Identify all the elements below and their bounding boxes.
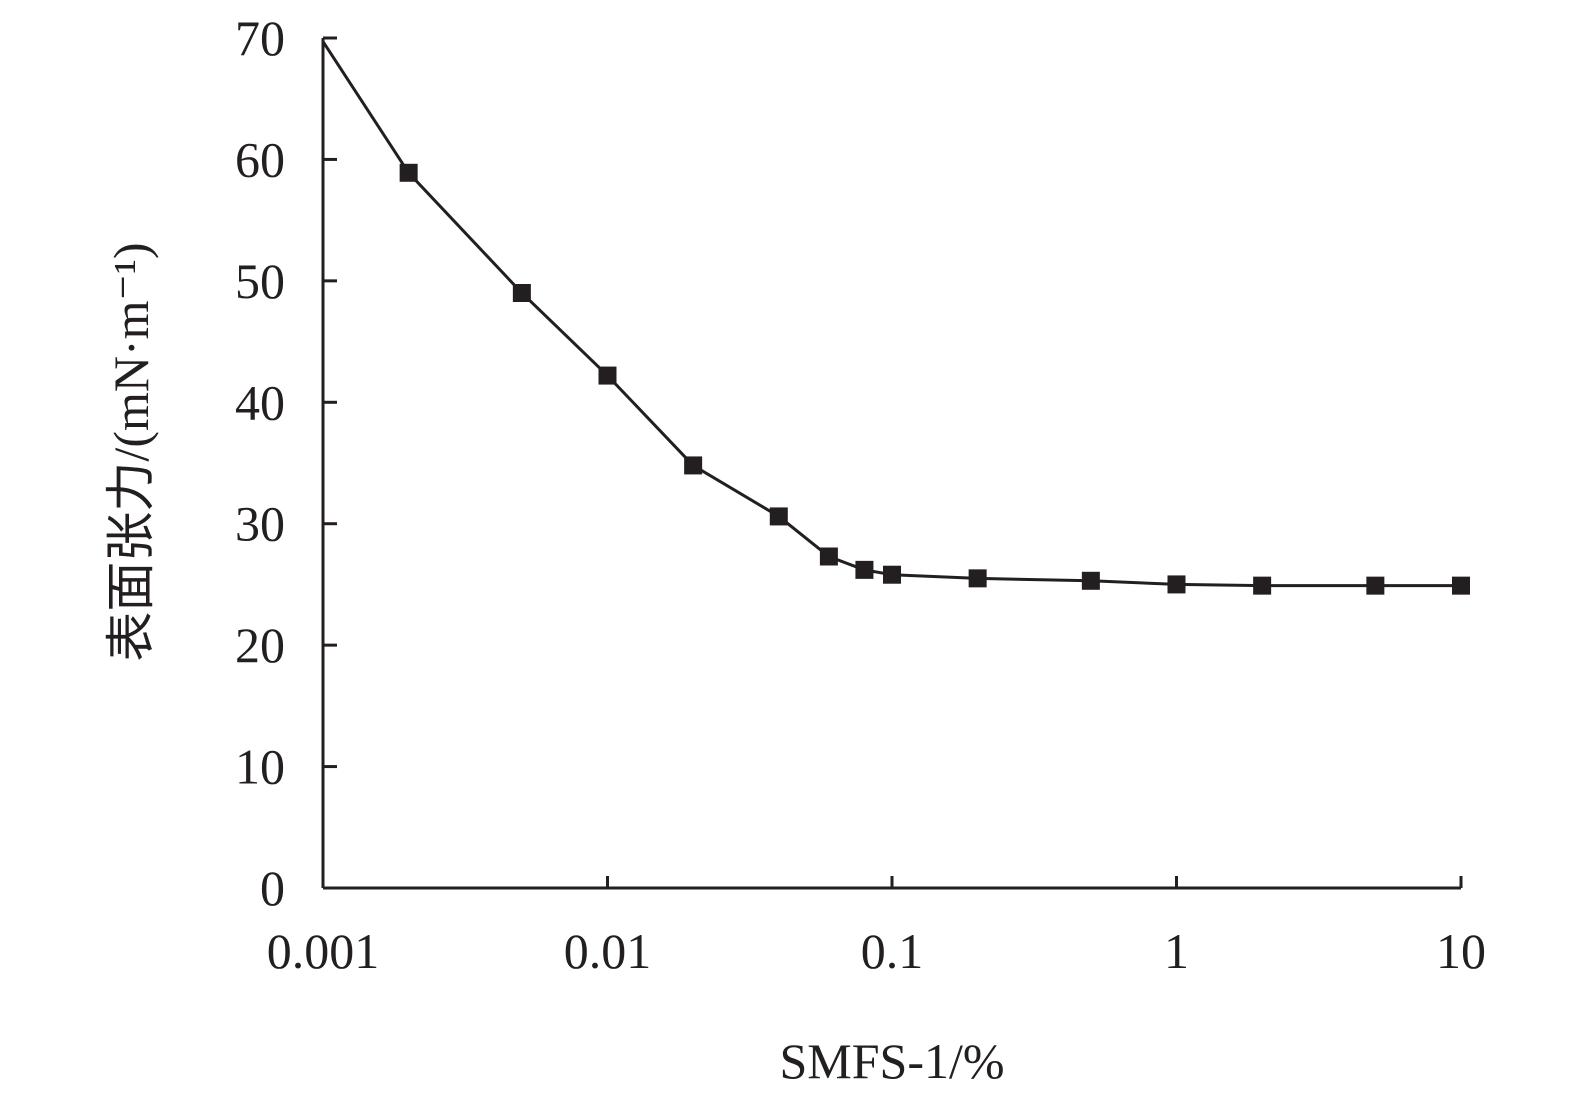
- y-tick-label: 70: [235, 10, 285, 66]
- y-tick-label: 10: [235, 739, 285, 795]
- data-point: [1253, 576, 1272, 595]
- markers: [399, 163, 1470, 595]
- data-point: [1452, 576, 1470, 595]
- data-point: [1366, 576, 1385, 595]
- data-point: [769, 507, 788, 526]
- data-point: [512, 284, 531, 302]
- x-tick-label: 0.001: [267, 923, 380, 979]
- y-axis-title: 表面张力/(mN·m⁻¹): [103, 242, 159, 661]
- x-tick-label: 0.01: [564, 923, 652, 979]
- data-point: [399, 163, 418, 182]
- x-tick-label: 10: [1436, 923, 1486, 979]
- data-point: [968, 569, 987, 588]
- data-point: [819, 547, 838, 566]
- y-tick-label: 20: [235, 617, 285, 673]
- axes: [321, 38, 1461, 890]
- x-axis-title: SMFS-1/%: [779, 1033, 1004, 1089]
- data-point: [684, 456, 703, 475]
- data-point: [883, 565, 901, 584]
- series: [321, 40, 1470, 595]
- series-line: [321, 40, 1461, 588]
- y-ticks: 0 10 20 30 40 50 60 70: [235, 10, 337, 916]
- x-tick-label: 1: [1164, 923, 1189, 979]
- x-tick-label: 0.1: [861, 923, 924, 979]
- data-point: [855, 560, 874, 579]
- y-tick-label: 50: [235, 253, 285, 309]
- x-ticks: 0.001 0.01 0.1 1 10: [267, 876, 1486, 979]
- y-tick-label: 30: [235, 496, 285, 552]
- data-point: [598, 366, 617, 385]
- data-point: [1167, 575, 1186, 594]
- y-tick-label: 60: [235, 131, 285, 187]
- y-tick-label: 40: [235, 374, 285, 430]
- y-tick-label: 0: [260, 860, 285, 916]
- data-point: [1081, 571, 1100, 590]
